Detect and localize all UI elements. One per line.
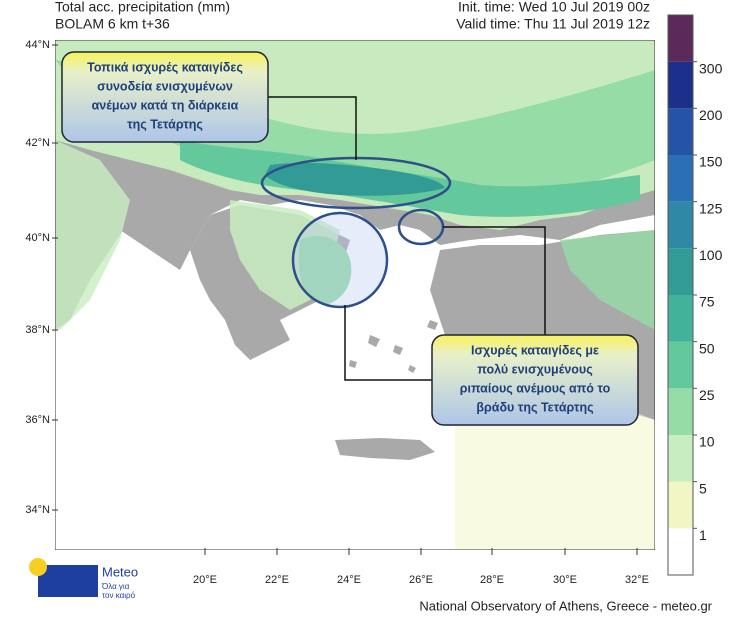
lon-label: 30°E [553,574,577,586]
colorbar-label: 25 [699,387,715,403]
colorbar-label: 200 [699,107,723,123]
colorbar-segment [668,15,693,62]
annotation-line: ριπαίους ανέμους από το [460,381,611,395]
lat-label: 44°N [25,39,50,51]
lon-label: 20°E [193,574,217,586]
header-model: BOLAM 6 km t+36 [55,16,170,32]
lon-label: 28°E [480,574,504,586]
annotation-line: Ισχυρές καταιγίδες με [471,343,599,357]
colorbar-label: 50 [699,340,715,356]
colorbar-segment [668,61,693,109]
colorbar-label: 125 [699,200,723,216]
valid-time: Valid time: Thu 11 Jul 2019 12z [456,16,650,32]
colorbar-segment [668,201,693,249]
ellipses [260,156,452,309]
colorbar-label: 150 [699,154,723,170]
colorbar-label: 100 [699,247,723,263]
logo-tagline: Όλα για [101,582,130,591]
colorbar-label: 75 [699,294,715,310]
annotation-box [61,51,269,143]
colorbar-segment [668,481,693,529]
colorbar-label: 1 [699,527,707,543]
colorbar-label: 5 [699,480,707,496]
annotation-line: βράδυ της Τετάρτης [476,400,593,414]
annotation-line: πολύ ενισχυμένους [477,362,592,376]
header-title: Total acc. precipitation (mm) [55,0,230,15]
logo-tagline: τον καιρό [102,591,136,600]
lon-label: 24°E [337,574,361,586]
axis-labels: 44°N 42°N 40°N 38°N 36°N 34°N 20°E 22°E 24°E 26°E… [25,39,649,586]
colorbar-segment [668,108,693,155]
lat-label: 42°N [25,137,50,149]
lat-label: 36°N [25,414,50,426]
colorbar-label: 300 [699,60,723,76]
lat-label: 34°N [25,504,50,516]
colorbar: 1 5 10 25 50 75 100 125 150 200 300 [667,14,723,576]
colorbar-segment [668,435,693,482]
lon-label: 22°E [265,574,289,586]
colorbar-segment [668,528,693,575]
colorbar-segment [668,295,693,342]
colorbar-segment [668,155,693,202]
logo-sun [29,558,47,576]
annotation-line: ανέμων κατά τη διάρκεια [92,98,239,112]
annotations: Τοπικά ισχυρές καταιγίδες συνοδεία ενισχυ… [87,60,610,414]
lon-label: 26°E [409,574,433,586]
annotation-box [431,334,639,426]
annotation-line: Τοπικά ισχυρές καταιγίδες [87,60,243,74]
colorbar-segment [668,341,693,389]
annotation-line: συνοδεία ενισχυμένων [97,79,233,93]
leader-lines [252,96,546,381]
colorbar-segment [668,388,693,435]
colorbar-segment [668,248,693,295]
lat-label: 38°N [25,324,50,336]
logo-mark [38,565,98,597]
annotation-line: της Τετάρτης [127,117,203,131]
init-time: Init. time: Wed 10 Jul 2019 00z [458,0,650,15]
lat-label: 40°N [25,232,50,244]
logo-name: Meteo [102,564,138,579]
lon-label: 32°E [625,574,649,586]
footer: National Observatory of Athens, Greece -… [419,598,712,613]
colorbar-label: 10 [699,434,715,450]
